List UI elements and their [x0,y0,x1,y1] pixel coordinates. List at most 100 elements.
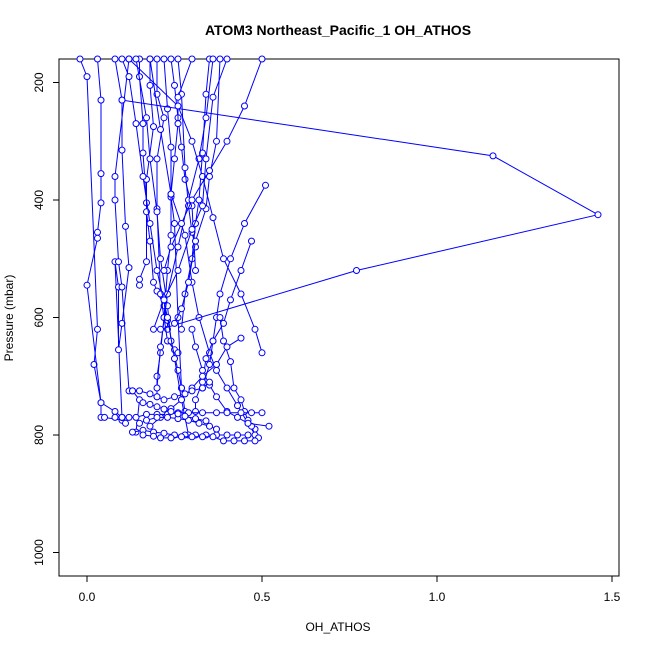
data-point [150,123,157,131]
series-3 [111,55,133,427]
series-25 [188,325,273,430]
series-line [163,58,263,271]
series-18 [125,55,266,357]
data-point [251,325,259,333]
y-tick-label: 200 [32,72,46,92]
data-point [167,55,175,63]
data-point [265,422,273,430]
data-point [174,267,182,274]
data-point [181,390,189,398]
data-point [83,281,91,289]
data-point [248,237,255,245]
series-24 [216,314,262,442]
data-point [76,55,84,63]
x-tick-label: 0.0 [79,590,96,604]
data-point [143,410,150,418]
data-point [118,319,126,327]
series-line [121,99,600,330]
data-point [213,137,220,145]
data-point [143,416,150,424]
data-point [213,425,220,433]
data-point [188,137,196,145]
data-point [178,220,185,227]
data-point [125,73,133,81]
data-point [125,413,133,421]
data-point [94,228,101,236]
data-point [97,170,105,178]
data-point [209,337,217,345]
data-point [160,405,168,413]
y-axis: 200 400 600 800 1000 [32,72,60,566]
data-point [153,55,161,63]
data-point [125,55,133,63]
data-point [199,372,206,380]
data-point [146,220,154,227]
series-line [219,317,259,439]
series-19 [171,55,224,327]
series-1 [76,55,126,424]
series-layer [76,55,602,445]
data-point [167,231,175,239]
x-axis: 0.0 0.5 1.0 1.5 [79,575,621,604]
data-point [241,102,248,110]
data-point [213,393,220,401]
data-point [150,325,157,333]
data-point [132,55,140,63]
data-point [132,413,140,421]
y-tick-label: 1000 [32,539,46,566]
data-point [216,55,224,63]
series-line [121,58,189,436]
data-point [111,55,119,63]
data-point [248,409,255,417]
data-point [237,396,245,404]
data-point [223,137,231,145]
data-point [150,278,157,286]
series-line [181,58,210,330]
data-point [206,378,213,386]
data-point [174,120,182,128]
data-point [171,81,178,89]
data-point [188,196,196,204]
data-point [237,290,245,298]
data-point [258,409,266,417]
data-point [174,93,182,101]
data-point [237,267,245,274]
series-22 [199,181,269,392]
data-point [192,343,199,351]
y-tick-label: 600 [32,307,46,327]
data-point [181,175,189,183]
data-point [237,334,245,342]
data-point [209,55,217,63]
data-point [118,55,126,63]
data-point [153,372,161,380]
data-point [251,437,259,445]
data-point [118,283,126,291]
data-point [122,419,129,427]
data-point [188,433,196,441]
data-point [94,234,101,242]
data-point [97,199,105,207]
x-tick-label: 1.0 [429,590,446,604]
data-point [101,413,108,421]
data-point [160,429,168,437]
data-point [202,114,210,122]
data-point [244,431,252,439]
data-point [160,55,168,63]
data-point [153,393,161,401]
series-line [153,58,228,330]
data-point [146,400,154,408]
data-point [234,431,241,439]
data-point [234,402,241,410]
data-point [174,243,182,251]
data-point [146,390,154,398]
data-point [153,413,161,421]
data-point [188,325,196,333]
data-point [223,343,231,351]
data-point [139,120,147,128]
series-line [202,185,266,389]
data-point [115,346,122,354]
data-point [199,433,206,441]
data-point [262,181,269,189]
series-line [132,381,210,401]
